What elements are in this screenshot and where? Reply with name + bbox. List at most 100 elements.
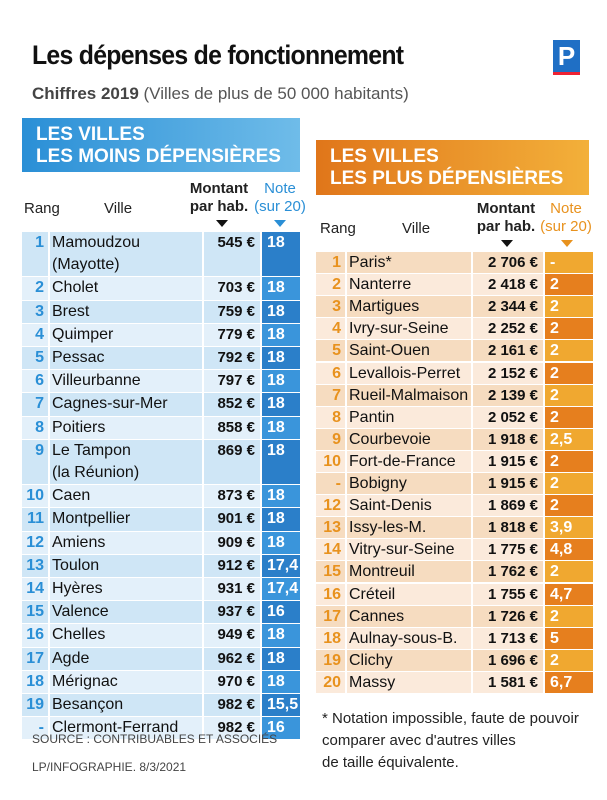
table-row: 14 Vitry-sur-Seine 1 775 €4,8 (316, 539, 595, 561)
city-name: Issy-les-M. (349, 519, 427, 537)
amount: 1 869 € (473, 495, 543, 517)
city-name: Amiens (52, 533, 106, 551)
table-row: 1 Paris* 2 706 € - (316, 252, 595, 274)
table-row: 16 Créteil 1 755 €4,7 (316, 583, 595, 605)
note: 18 (262, 647, 300, 670)
rank: 10 (316, 450, 345, 472)
table-row: 13 Toulon 912 €17,4 (22, 554, 302, 577)
table-row: 15 Valence 937 €16 (22, 601, 302, 624)
note: 18 (262, 531, 300, 554)
amount: 2 252 € (473, 318, 543, 340)
rank: 18 (22, 670, 48, 693)
city-name: Vitry-sur-Seine (349, 541, 455, 559)
amount: 982 € (204, 694, 260, 717)
footnote-line: comparer avec d'autres villes (322, 732, 516, 749)
city-name: Saint-Ouen (349, 342, 430, 360)
amount: 2 152 € (473, 362, 543, 384)
city-name: Chelles (52, 626, 106, 644)
city: Besançon (50, 694, 202, 717)
sort-arrow-icon (216, 220, 228, 227)
city: Rueil-Malmaison (347, 384, 471, 406)
table-row: 7 Cagnes-sur-Mer 852 €18 (22, 393, 302, 416)
city-name: Paris* (349, 254, 392, 271)
table-row: 12 Saint-Denis 1 869 €2 (316, 495, 595, 517)
table-row: 15 Montreuil 1 762 €2 (316, 561, 595, 583)
city-name: Caen (52, 487, 91, 505)
city: Cholet (50, 277, 202, 300)
table-row: 7 Rueil-Malmaison 2 139 €2 (316, 384, 595, 406)
table-row: 19 Clichy 1 696 €2 (316, 649, 595, 671)
sur-20-label: (sur 20) (254, 198, 306, 215)
amount: 1 762 € (473, 561, 543, 583)
note: 2 (545, 450, 593, 472)
city-name: Clichy (349, 651, 393, 669)
city-name: Besançon (52, 696, 124, 713)
city-name: Quimper (52, 325, 114, 343)
note: 2 (545, 362, 593, 384)
city-name: Massy (349, 673, 396, 691)
right-col-montant: Montant par hab. (470, 200, 542, 236)
note: 2 (545, 561, 593, 583)
subtitle-detail: (Villes de plus de 50 000 habitants) (143, 84, 409, 103)
table-row: - Clermont-Ferrand 982 €16 (22, 717, 302, 740)
amount: 797 € (204, 370, 260, 393)
amount: 1 918 € (473, 428, 543, 450)
table-row: 2 Cholet 703 €18 (22, 277, 302, 300)
table-row: 8 Poitiers 858 €18 (22, 416, 302, 439)
rank: 8 (316, 406, 345, 428)
city-name: Clermont-Ferrand (52, 719, 179, 737)
left-heading-line2: LES MOINS DÉPENSIÈRES (36, 146, 281, 167)
amount: 873 € (204, 485, 260, 508)
amount: 852 € (204, 393, 260, 416)
city: Cagnes-sur-Mer (50, 393, 202, 416)
city: Poitiers (50, 416, 202, 439)
city: Massy (347, 671, 471, 693)
rank: 15 (316, 561, 345, 583)
amount: 1 581 € (473, 671, 543, 693)
left-table-heading: LES VILLES LES MOINS DÉPENSIÈRES (22, 118, 300, 172)
note: 18 (262, 485, 300, 508)
rank: 9 (316, 428, 345, 450)
city-name: Bobigny (349, 475, 407, 492)
rank: 14 (316, 539, 345, 561)
city: Hyères (50, 578, 202, 601)
city: Courbevoie (347, 428, 471, 450)
amount: 970 € (204, 670, 260, 693)
rank: 19 (316, 649, 345, 671)
note: 2 (545, 296, 593, 318)
table-row: 4 Ivry-sur-Seine 2 252 €2 (316, 318, 595, 340)
city: Vitry-sur-Seine (347, 539, 471, 561)
footnote-line: de taille équivalente. (322, 754, 459, 771)
rank: 5 (22, 347, 48, 370)
city: Amiens (50, 531, 202, 554)
rank: 2 (316, 274, 345, 296)
rank: 2 (22, 277, 48, 300)
right-col-rang: Rang (320, 220, 356, 237)
note: 15,5 (262, 694, 300, 717)
page-title: Les dépenses de fonctionnement (32, 40, 404, 70)
table-row: 5 Saint-Ouen 2 161 €2 (316, 340, 595, 362)
city-name: Levallois-Perret (349, 364, 461, 382)
sort-arrow-icon (561, 240, 573, 247)
note: 2 (545, 649, 593, 671)
rank: 18 (316, 627, 345, 649)
city: Agde (50, 647, 202, 670)
table-row: 1 Mamoudzou (Mayotte) 545 €18 (22, 232, 302, 277)
amount: 962 € (204, 647, 260, 670)
city-name: Villeurbanne (52, 372, 141, 390)
city: Saint-Ouen (347, 340, 471, 362)
amount: 858 € (204, 416, 260, 439)
subtitle: Chiffres 2019 (Villes de plus de 50 000 … (32, 84, 409, 104)
city: Bobigny (347, 473, 471, 495)
table-row: 3 Brest 759 €18 (22, 300, 302, 323)
note: 4,8 (545, 539, 593, 561)
city: Cannes (347, 605, 471, 627)
rank: 15 (22, 601, 48, 624)
city: Pessac (50, 347, 202, 370)
rank: 19 (22, 694, 48, 717)
city-name: Martigues (349, 298, 420, 316)
city-name: Créteil (349, 585, 396, 603)
note: 2 (545, 406, 593, 428)
rank: 1 (316, 252, 345, 274)
rank: 5 (316, 340, 345, 362)
